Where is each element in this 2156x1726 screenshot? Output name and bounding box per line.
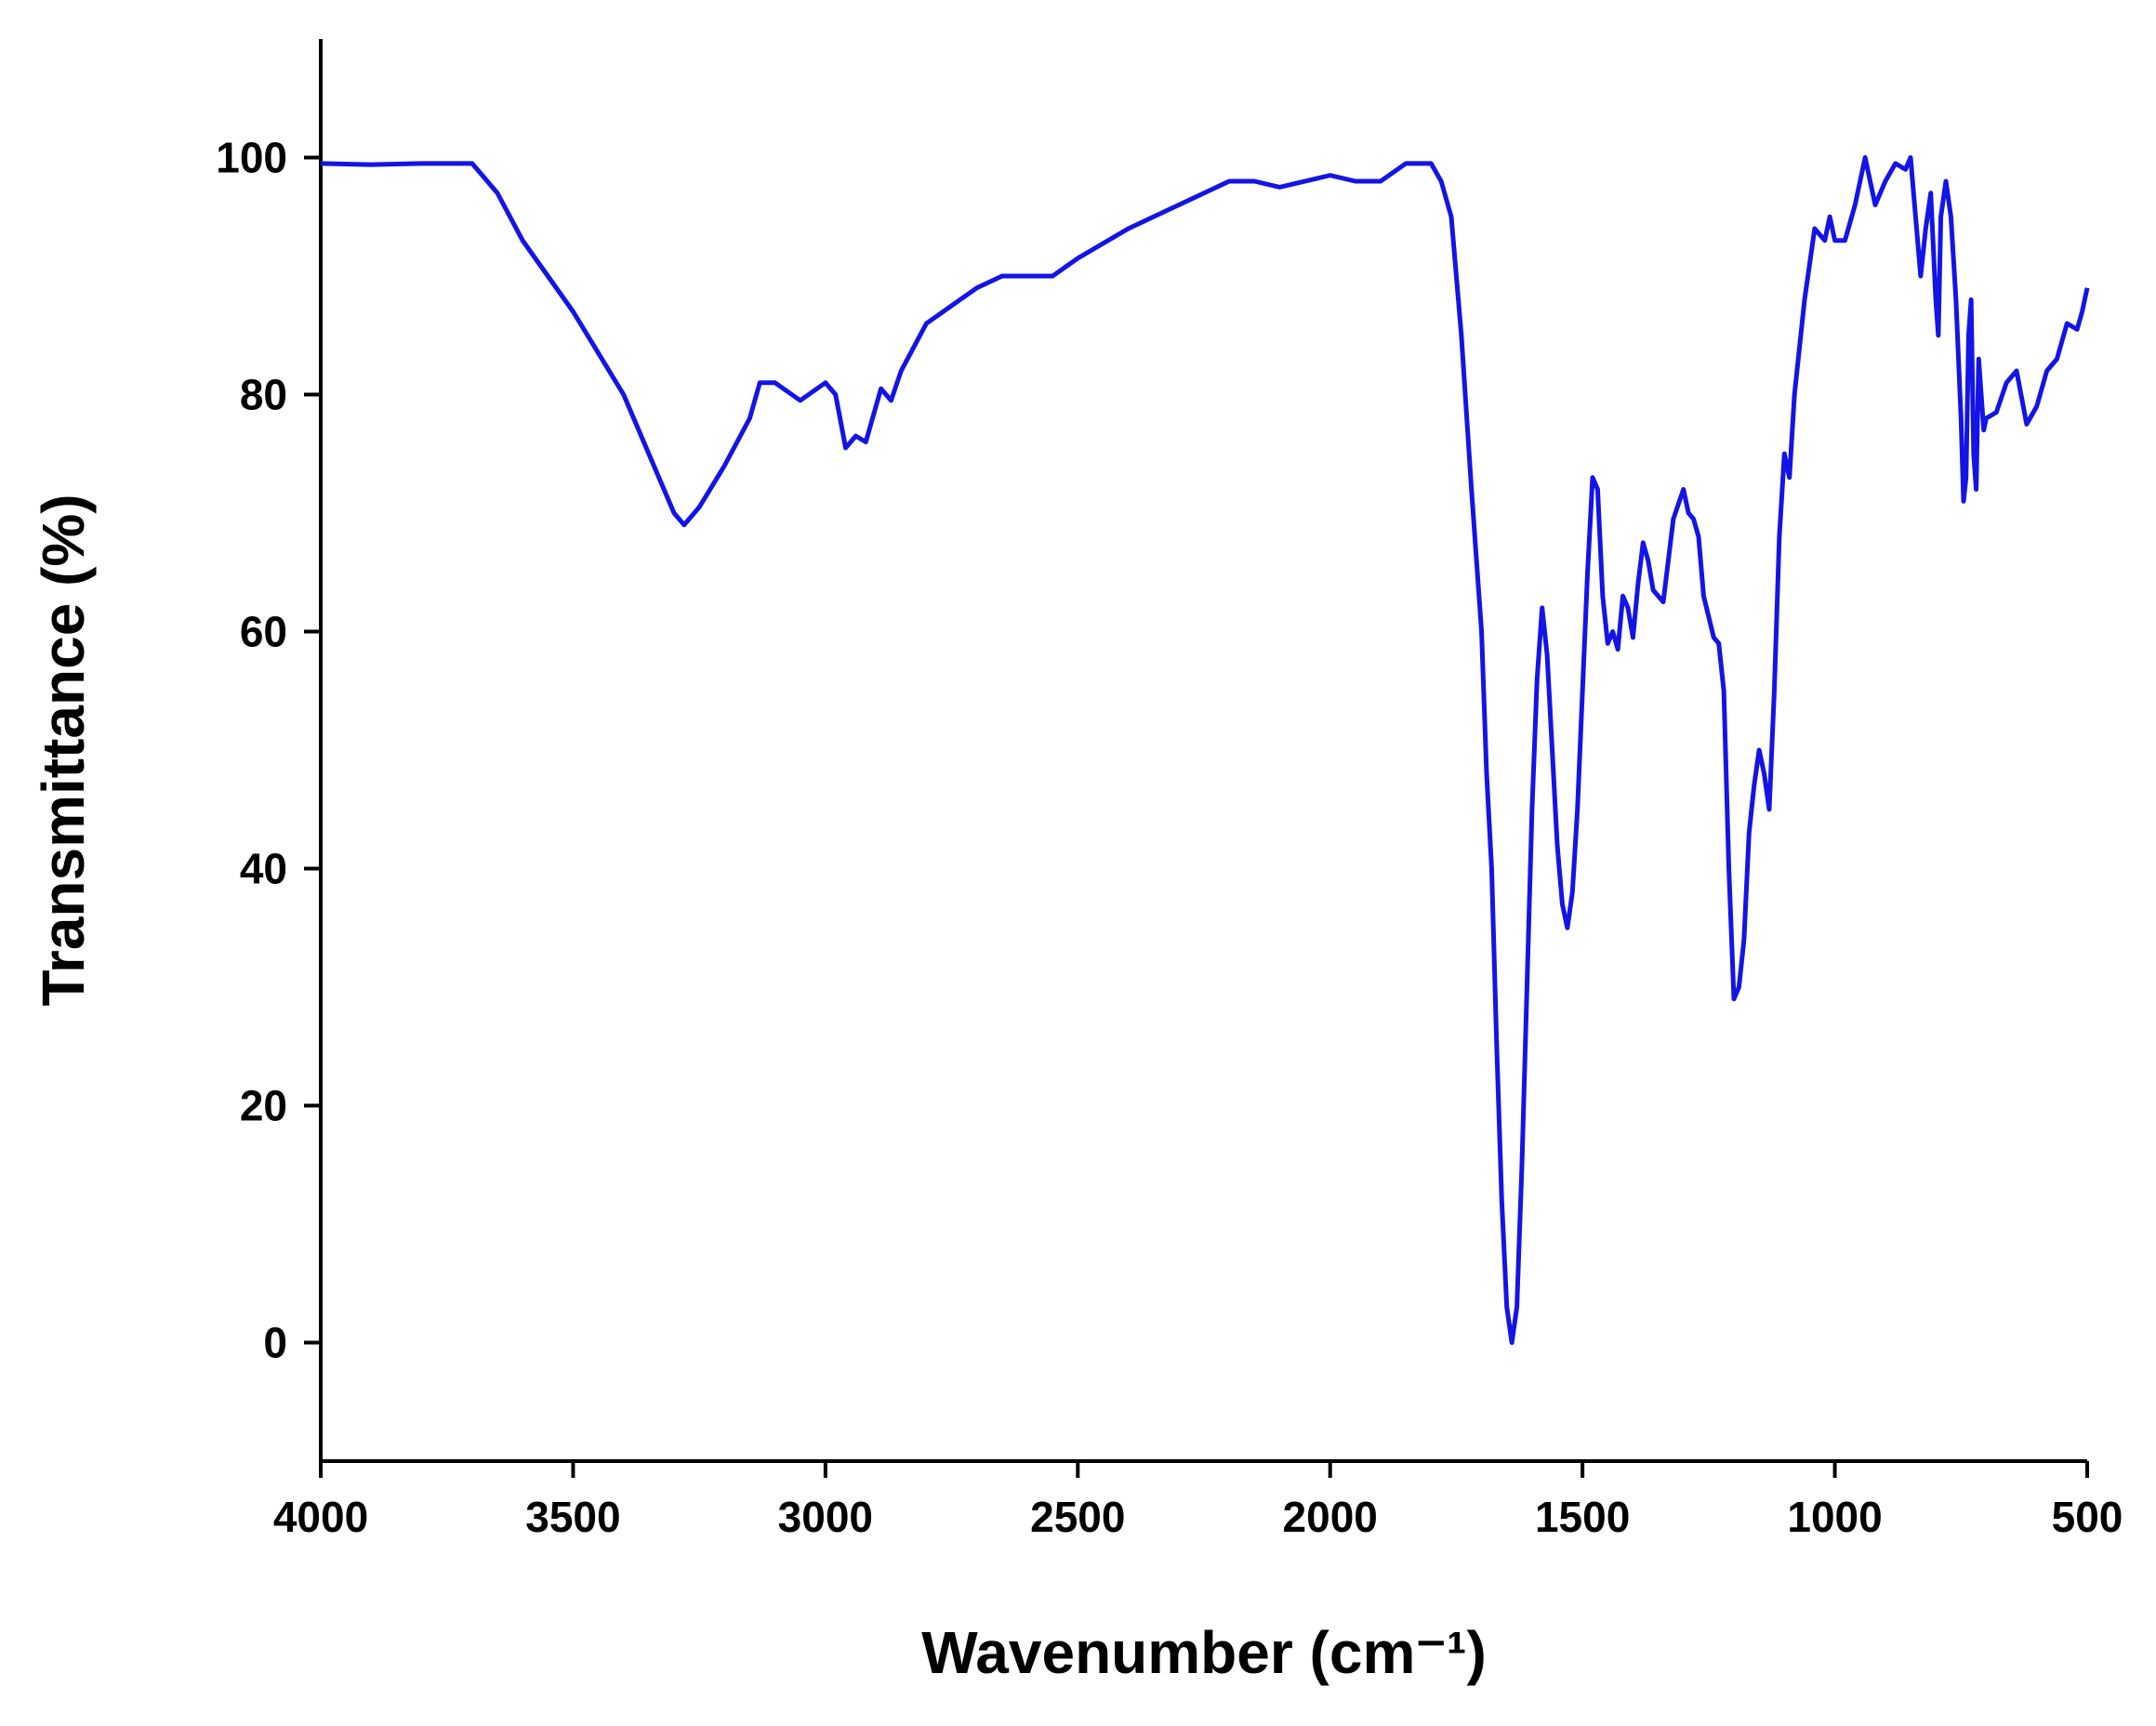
y-tick-label: 20 [240,1082,287,1130]
x-tick-label: 1500 [1535,1493,1630,1541]
x-tick-label: 3000 [778,1493,873,1541]
x-tick-label: 500 [2052,1493,2123,1541]
x-tick-label: 3500 [525,1493,620,1541]
y-tick-label: 60 [240,608,287,656]
y-tick-label: 100 [216,134,287,182]
y-axis-title: Transmittance (%) [30,494,97,1006]
y-tick-label: 80 [240,371,287,419]
y-tick-label: 0 [263,1319,287,1367]
spectrum-line [320,155,2090,1345]
x-tick-label: 4000 [273,1493,368,1541]
x-tick-label: 2500 [1030,1493,1125,1541]
x-tick-label: 2000 [1283,1493,1378,1541]
x-axis-title: Wavenumber (cm⁻¹) [921,1619,1487,1686]
x-tick-label: 1000 [1787,1493,1882,1541]
y-tick-label: 40 [240,845,287,893]
